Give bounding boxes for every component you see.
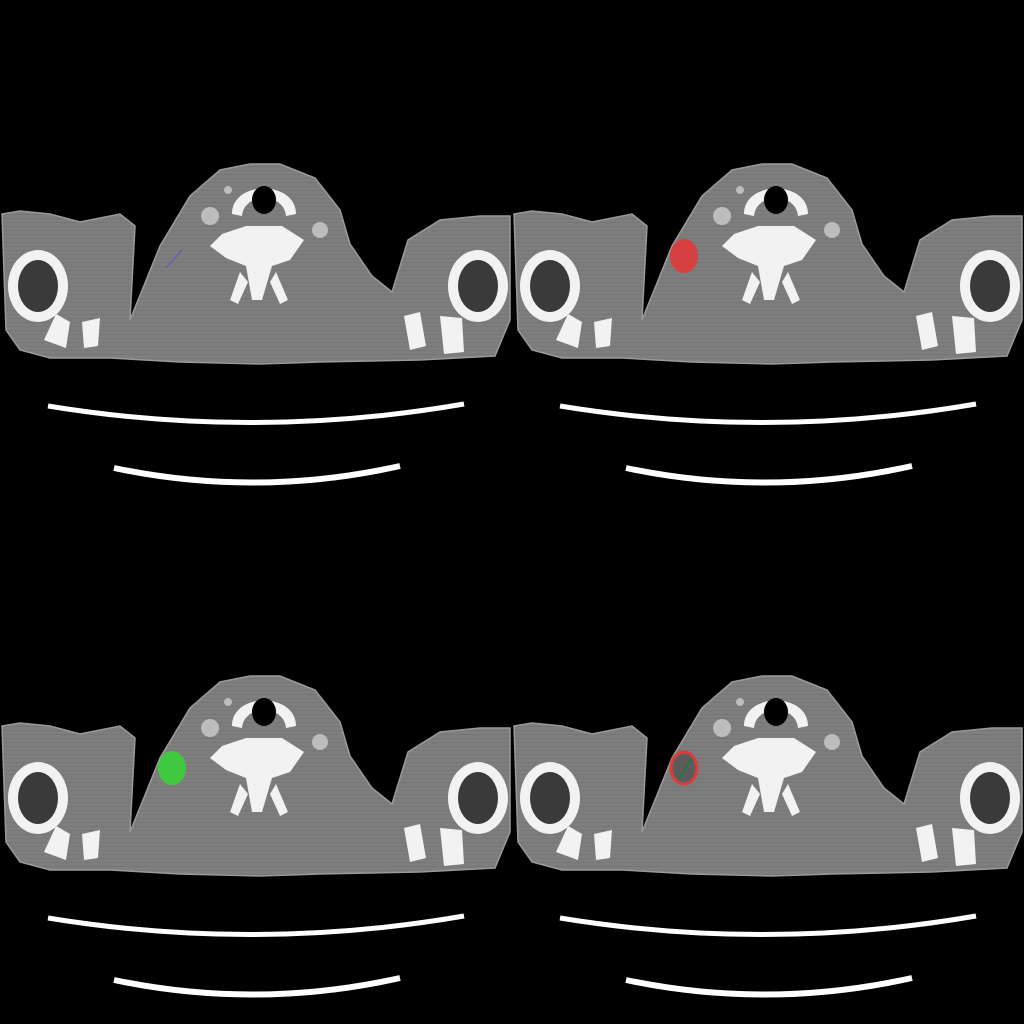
lesion-mask: [670, 239, 698, 273]
panel-top-left: [0, 0, 512, 512]
vertebra: [722, 226, 816, 300]
left-carotid: [713, 719, 731, 737]
left-carotid: [201, 207, 219, 225]
lamina-right: [782, 272, 800, 304]
table-line-upper: [559, 401, 977, 426]
lamina-left: [230, 272, 248, 304]
right-humerus-marrow: [458, 772, 498, 824]
tracheal-cartilage: [744, 188, 808, 216]
ct-slice: [512, 0, 1024, 512]
right-scapula: [916, 312, 938, 350]
left-carotid: [713, 207, 731, 225]
right-scapula-2: [952, 828, 976, 866]
vertebra: [722, 738, 816, 812]
table-line-upper: [559, 913, 977, 938]
lamina-right: [782, 784, 800, 816]
left-scapula-2: [594, 830, 612, 860]
tracheal-cartilage: [744, 700, 808, 728]
airway: [764, 698, 788, 726]
left-scapula: [556, 826, 582, 860]
left-scapula-2: [82, 318, 100, 348]
tracheal-cartilage: [232, 700, 296, 728]
panel-bottom-left: [0, 512, 512, 1024]
airway: [252, 698, 276, 726]
right-scapula-2: [440, 316, 464, 354]
airway: [764, 186, 788, 214]
right-scapula: [404, 312, 426, 350]
left-scapula: [44, 826, 70, 860]
left-scapula-2: [82, 830, 100, 860]
small-vessel: [736, 698, 744, 706]
small-vessel: [224, 186, 232, 194]
table-line-lower: [113, 463, 401, 486]
table-line-upper: [47, 913, 465, 938]
left-scapula-2: [594, 318, 612, 348]
lesion-mask: [158, 751, 186, 785]
lamina-left: [742, 272, 760, 304]
annotation-line: [165, 249, 183, 269]
ct-slice: [512, 512, 1024, 1024]
tracheal-cartilage: [232, 188, 296, 216]
table-line-lower: [625, 975, 913, 998]
right-humerus-marrow: [970, 260, 1010, 312]
table-line-upper: [47, 401, 465, 426]
right-scapula-2: [952, 316, 976, 354]
lamina-left: [230, 784, 248, 816]
lamina-left: [742, 784, 760, 816]
vertebra: [210, 738, 304, 812]
ct-slice: [0, 0, 512, 512]
left-scapula: [44, 314, 70, 348]
right-carotid: [312, 734, 328, 750]
right-humerus-marrow: [458, 260, 498, 312]
right-carotid: [824, 734, 840, 750]
table-line-lower: [625, 463, 913, 486]
left-humerus-marrow: [530, 260, 570, 312]
panel-bottom-right: [512, 512, 1024, 1024]
left-humerus-marrow: [18, 772, 58, 824]
vertebra: [210, 226, 304, 300]
right-scapula: [404, 824, 426, 862]
left-humerus-marrow: [18, 260, 58, 312]
right-carotid: [312, 222, 328, 238]
airway: [252, 186, 276, 214]
right-carotid: [824, 222, 840, 238]
right-humerus-marrow: [970, 772, 1010, 824]
small-vessel: [736, 186, 744, 194]
left-carotid: [201, 719, 219, 737]
panel-top-right: [512, 0, 1024, 512]
lesion-diameter-line: [677, 757, 693, 781]
small-vessel: [224, 698, 232, 706]
right-scapula: [916, 824, 938, 862]
lamina-right: [270, 272, 288, 304]
lamina-right: [270, 784, 288, 816]
lesion-contour: [669, 750, 699, 786]
table-line-lower: [113, 975, 401, 998]
ct-slice: [0, 512, 512, 1024]
left-scapula: [556, 314, 582, 348]
right-scapula-2: [440, 828, 464, 866]
left-humerus-marrow: [530, 772, 570, 824]
